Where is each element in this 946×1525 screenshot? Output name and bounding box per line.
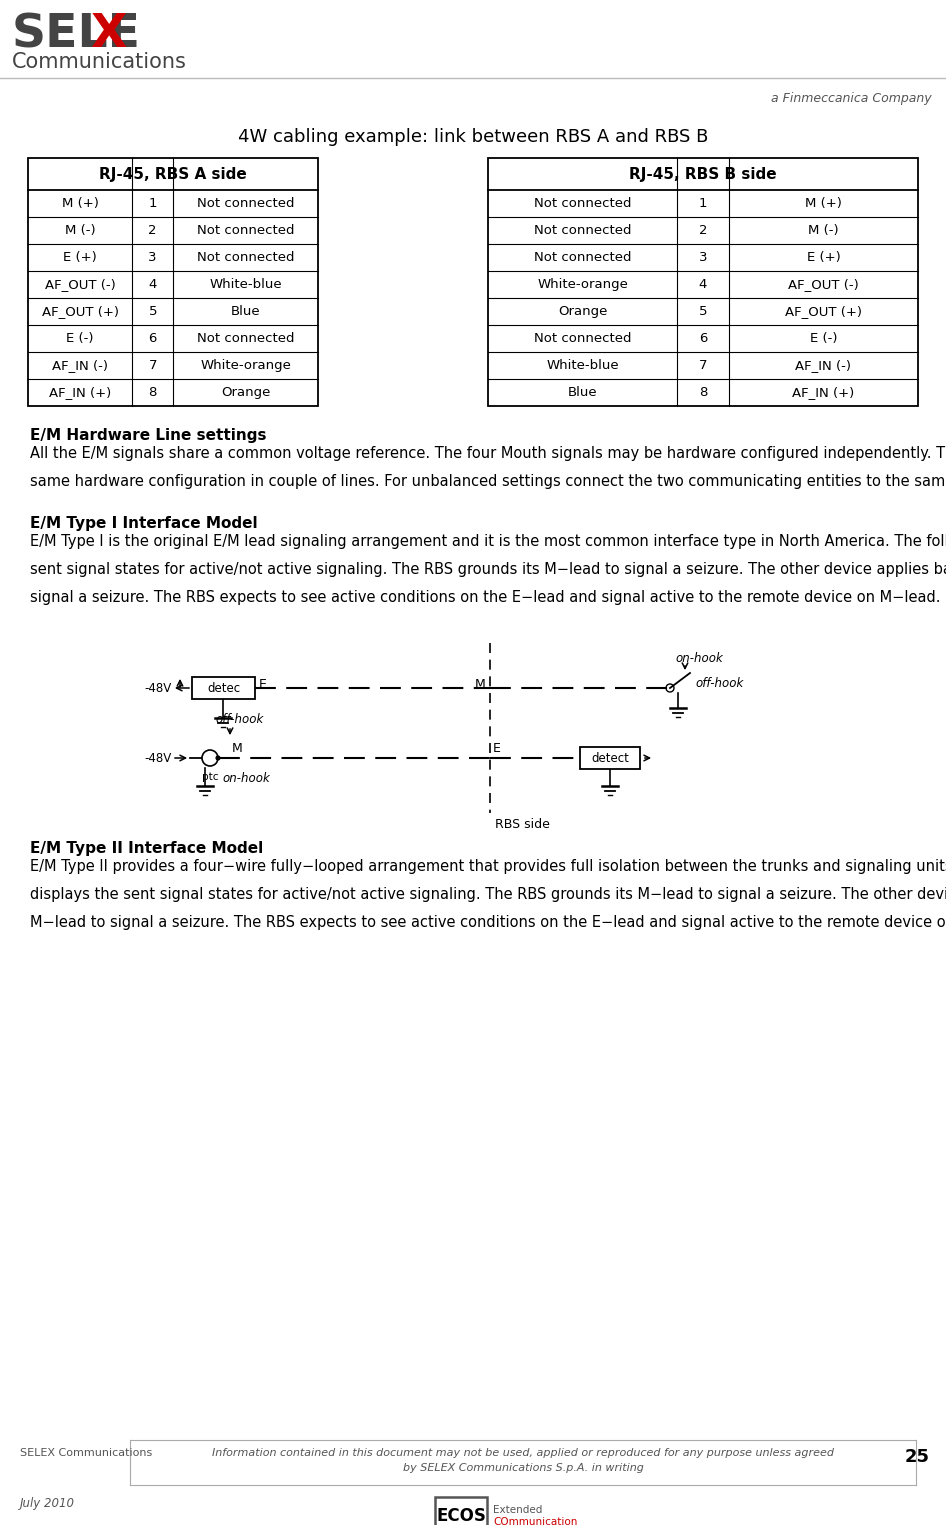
Text: 8: 8	[149, 386, 157, 400]
Text: 7: 7	[149, 358, 157, 372]
Text: on-hook: on-hook	[222, 772, 270, 785]
Text: detec: detec	[207, 682, 240, 694]
Text: AF_IN (+): AF_IN (+)	[49, 386, 112, 400]
Text: RJ-45, RBS A side: RJ-45, RBS A side	[99, 166, 247, 181]
Text: Not connected: Not connected	[197, 197, 294, 210]
Text: off-hook: off-hook	[695, 677, 744, 689]
Text: COmmunication: COmmunication	[493, 1517, 577, 1525]
Text: 7: 7	[699, 358, 708, 372]
Text: -48V: -48V	[145, 752, 172, 764]
Text: Communications: Communications	[12, 52, 187, 72]
Text: M (-): M (-)	[65, 224, 96, 236]
Text: 2: 2	[699, 224, 708, 236]
Bar	[580, 747, 640, 769]
Text: SELE: SELE	[12, 12, 141, 56]
Circle shape	[216, 756, 220, 759]
Text: Blue: Blue	[568, 386, 598, 400]
Text: detect: detect	[591, 752, 629, 764]
Text: E (-): E (-)	[810, 332, 837, 345]
Text: Not connected: Not connected	[197, 252, 294, 264]
Text: E: E	[259, 679, 267, 691]
Text: Not connected: Not connected	[534, 332, 631, 345]
Text: Not connected: Not connected	[197, 224, 294, 236]
Text: same hardware configuration in couple of lines. For unbalanced settings connect : same hardware configuration in couple of…	[30, 474, 946, 490]
Text: Blue: Blue	[231, 305, 260, 319]
Bar	[28, 159, 318, 406]
Text: E (+): E (+)	[63, 252, 97, 264]
Text: E (+): E (+)	[807, 252, 840, 264]
Text: Not connected: Not connected	[197, 332, 294, 345]
Bar	[435, 1498, 487, 1525]
Text: 2: 2	[149, 224, 157, 236]
Text: 6: 6	[699, 332, 708, 345]
Text: 1: 1	[149, 197, 157, 210]
Text: off-hook: off-hook	[215, 714, 263, 726]
Text: White-blue: White-blue	[209, 278, 282, 291]
Text: M (+): M (+)	[61, 197, 98, 210]
Text: 5: 5	[149, 305, 157, 319]
Text: E/M Hardware Line settings: E/M Hardware Line settings	[30, 429, 267, 442]
Text: All the E/M signals share a common voltage reference. The four Mouth signals may: All the E/M signals share a common volta…	[30, 445, 946, 461]
Text: July 2010: July 2010	[20, 1498, 75, 1510]
Text: AF_OUT (-): AF_OUT (-)	[44, 278, 115, 291]
Text: RJ-45, RBS B side: RJ-45, RBS B side	[629, 166, 777, 181]
Text: AF_OUT (-): AF_OUT (-)	[788, 278, 859, 291]
Text: 4: 4	[699, 278, 708, 291]
Text: Information contained in this document may not be used, applied or reproduced fo: Information contained in this document m…	[212, 1449, 834, 1473]
Text: X: X	[90, 12, 127, 56]
Text: E (-): E (-)	[66, 332, 94, 345]
Text: Extended: Extended	[493, 1505, 542, 1514]
Text: AF_OUT (+): AF_OUT (+)	[785, 305, 862, 319]
Text: sent signal states for active/not active signaling. The RBS grounds its M−lead t: sent signal states for active/not active…	[30, 563, 946, 576]
Text: 3: 3	[699, 252, 708, 264]
Text: 6: 6	[149, 332, 157, 345]
Text: AF_IN (-): AF_IN (-)	[52, 358, 108, 372]
Text: ptc: ptc	[201, 772, 219, 782]
Text: -48V: -48V	[145, 682, 172, 694]
Text: M (+): M (+)	[805, 197, 842, 210]
Text: 8: 8	[699, 386, 708, 400]
Text: AF_IN (+): AF_IN (+)	[793, 386, 854, 400]
Text: M: M	[232, 743, 243, 755]
Text: Not connected: Not connected	[534, 197, 631, 210]
Text: AF_OUT (+): AF_OUT (+)	[42, 305, 118, 319]
Text: displays the sent signal states for active/not active signaling. The RBS grounds: displays the sent signal states for acti…	[30, 888, 946, 901]
Text: Not connected: Not connected	[534, 252, 631, 264]
Text: M: M	[474, 679, 485, 691]
Text: White-orange: White-orange	[200, 358, 291, 372]
Text: RBS side: RBS side	[495, 817, 550, 831]
Text: E: E	[493, 743, 500, 755]
Text: SELEX Communications: SELEX Communications	[20, 1449, 152, 1458]
Text: E/M Type II Interface Model: E/M Type II Interface Model	[30, 840, 263, 856]
Text: a Finmeccanica Company: a Finmeccanica Company	[771, 92, 932, 105]
Text: White-blue: White-blue	[546, 358, 619, 372]
Text: 3: 3	[149, 252, 157, 264]
Text: 4: 4	[149, 278, 157, 291]
Text: Orange: Orange	[220, 386, 271, 400]
Bar	[488, 159, 918, 406]
Text: 4W cabling example: link between RBS A and RBS B: 4W cabling example: link between RBS A a…	[237, 128, 709, 146]
Text: E/M Type I Interface Model: E/M Type I Interface Model	[30, 515, 257, 531]
Text: ECOS: ECOS	[436, 1507, 486, 1525]
Text: White-orange: White-orange	[537, 278, 628, 291]
Text: E/M Type I is the original E/M lead signaling arrangement and it is the most com: E/M Type I is the original E/M lead sign…	[30, 534, 946, 549]
Text: AF_IN (-): AF_IN (-)	[796, 358, 851, 372]
Text: signal a seizure. The RBS expects to see active conditions on the E−lead and sig: signal a seizure. The RBS expects to see…	[30, 590, 940, 605]
Text: 25: 25	[905, 1449, 930, 1466]
Text: Not connected: Not connected	[534, 224, 631, 236]
Text: M−lead to signal a seizure. The RBS expects to see active conditions on the E−le: M−lead to signal a seizure. The RBS expe…	[30, 915, 946, 930]
Text: M (-): M (-)	[808, 224, 839, 236]
Text: E/M Type II provides a four−wire fully−looped arrangement that provides full iso: E/M Type II provides a four−wire fully−l…	[30, 859, 946, 874]
Text: 1: 1	[699, 197, 708, 210]
Bar	[192, 677, 255, 698]
Text: on-hook: on-hook	[675, 651, 723, 665]
Text: Orange: Orange	[558, 305, 607, 319]
Text: 5: 5	[699, 305, 708, 319]
